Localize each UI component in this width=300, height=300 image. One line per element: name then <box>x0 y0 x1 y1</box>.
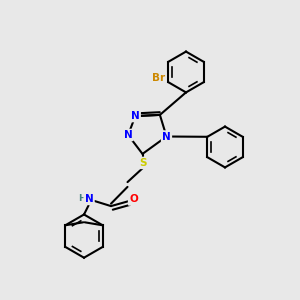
Text: S: S <box>139 158 146 168</box>
Text: N: N <box>131 111 140 121</box>
Text: N: N <box>124 130 133 140</box>
Text: N: N <box>162 131 171 142</box>
Text: H: H <box>78 194 86 203</box>
Text: Br: Br <box>152 73 165 83</box>
Text: N: N <box>85 194 94 204</box>
Text: O: O <box>129 194 138 205</box>
